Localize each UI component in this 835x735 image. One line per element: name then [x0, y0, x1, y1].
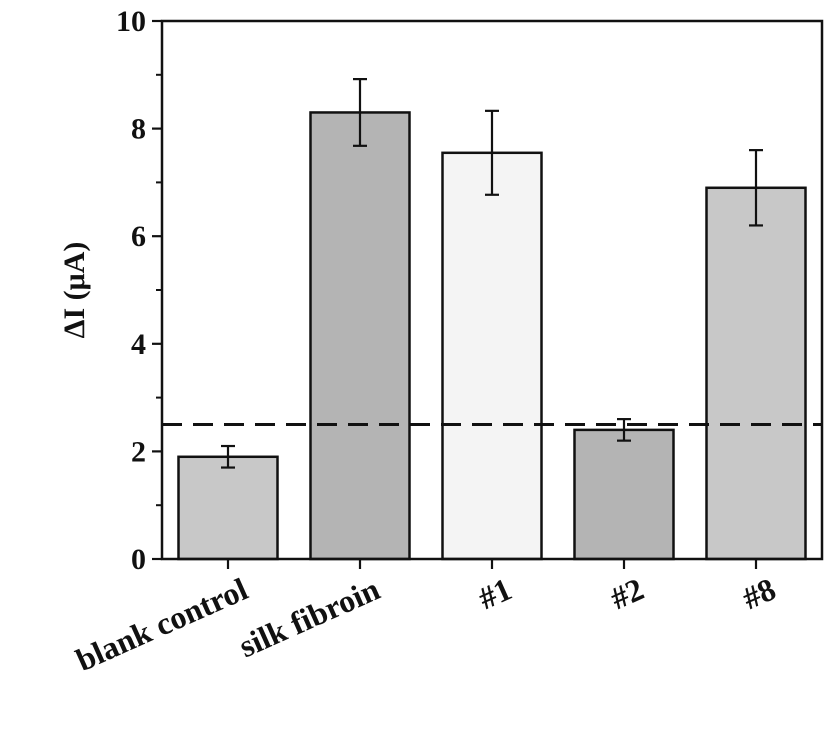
category-label-3: #2	[605, 571, 649, 617]
bar-chart: 0246810 blank controlsilk fibroin#1#2#8 …	[0, 0, 835, 735]
bar-0	[179, 457, 278, 559]
category-label-1: silk fibroin	[233, 570, 385, 664]
y-tick-label-5: 10	[116, 5, 146, 38]
y-tick-label-4: 8	[131, 113, 146, 146]
category-label-4: #8	[737, 571, 781, 617]
bar-3	[575, 430, 674, 559]
y-tick-label-3: 6	[131, 220, 146, 253]
bar-2	[443, 153, 542, 559]
category-label-2: #1	[473, 571, 517, 617]
y-tick-label-2: 4	[131, 328, 146, 361]
bar-1	[311, 112, 410, 559]
y-tick-label-1: 2	[131, 435, 146, 468]
y-axis-title: ΔI (μA)	[58, 242, 91, 339]
bar-4	[707, 188, 806, 559]
y-axis-ticks: 0 2 4 6 8 10	[116, 5, 162, 576]
category-label-0: blank control	[71, 570, 253, 678]
y-tick-label-0: 0	[131, 543, 146, 576]
x-axis-ticks: blank controlsilk fibroin #1 #2 #8	[71, 559, 781, 678]
